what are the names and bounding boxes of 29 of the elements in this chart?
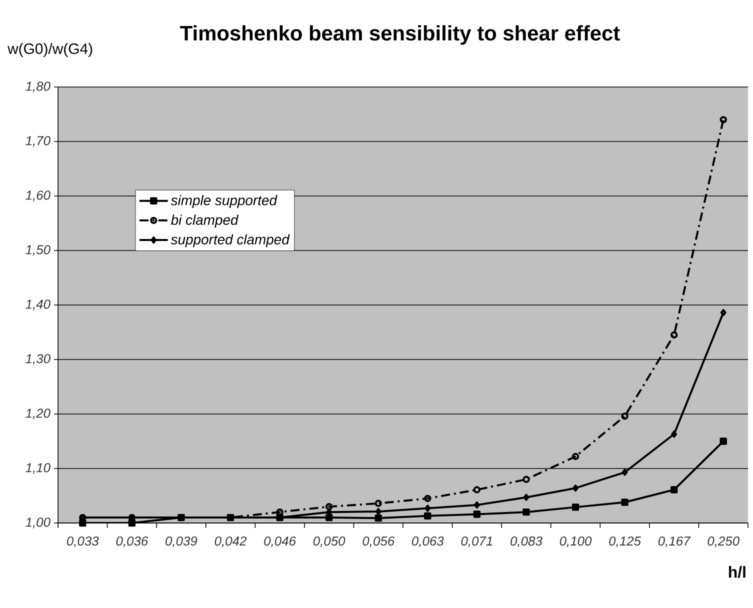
x-tick-label: 0,071 (461, 536, 492, 548)
x-tick-label: 0,046 (264, 536, 296, 548)
x-tick-label: 0,056 (362, 536, 395, 548)
y-tick-label: 1,20 (26, 408, 50, 420)
y-tick-label: 1,30 (26, 354, 50, 365)
legend-label: simple supported (170, 195, 278, 208)
y-axis-title: w(G0)/w(G4) (8, 43, 92, 57)
x-tick-label: 0,125 (609, 536, 642, 548)
y-tick-label: 1,70 (26, 136, 50, 147)
y-tick-label: 1,40 (26, 300, 50, 310)
legend-label: supported clamped (170, 234, 290, 248)
y-tick-label: 1,80 (26, 82, 50, 92)
x-tick-label: 0,250 (708, 536, 740, 548)
x-tick-label: 0,167 (658, 536, 691, 548)
x-axis-title: h/l (729, 566, 746, 578)
y-tick-label: 1,50 (26, 245, 50, 256)
x-tick-label: 0,083 (510, 536, 542, 548)
x-tick-label: 0,100 (560, 536, 592, 548)
x-tick-label: 0,039 (166, 536, 198, 548)
y-tick-label: 1,10 (26, 463, 50, 474)
x-tick-label: 0,042 (214, 536, 247, 548)
legend-label: bi clamped (171, 214, 239, 228)
y-tick-label: 1,60 (26, 190, 50, 202)
x-tick-label: 0,033 (67, 536, 99, 548)
x-tick-label: 0,063 (412, 536, 444, 548)
chart-title: Timoshenko beam sensibility to shear effect (180, 25, 620, 45)
x-tick-label: 0,050 (313, 536, 346, 548)
x-tick-label: 0,036 (116, 536, 148, 548)
y-tick-label: 1,00 (26, 518, 50, 528)
